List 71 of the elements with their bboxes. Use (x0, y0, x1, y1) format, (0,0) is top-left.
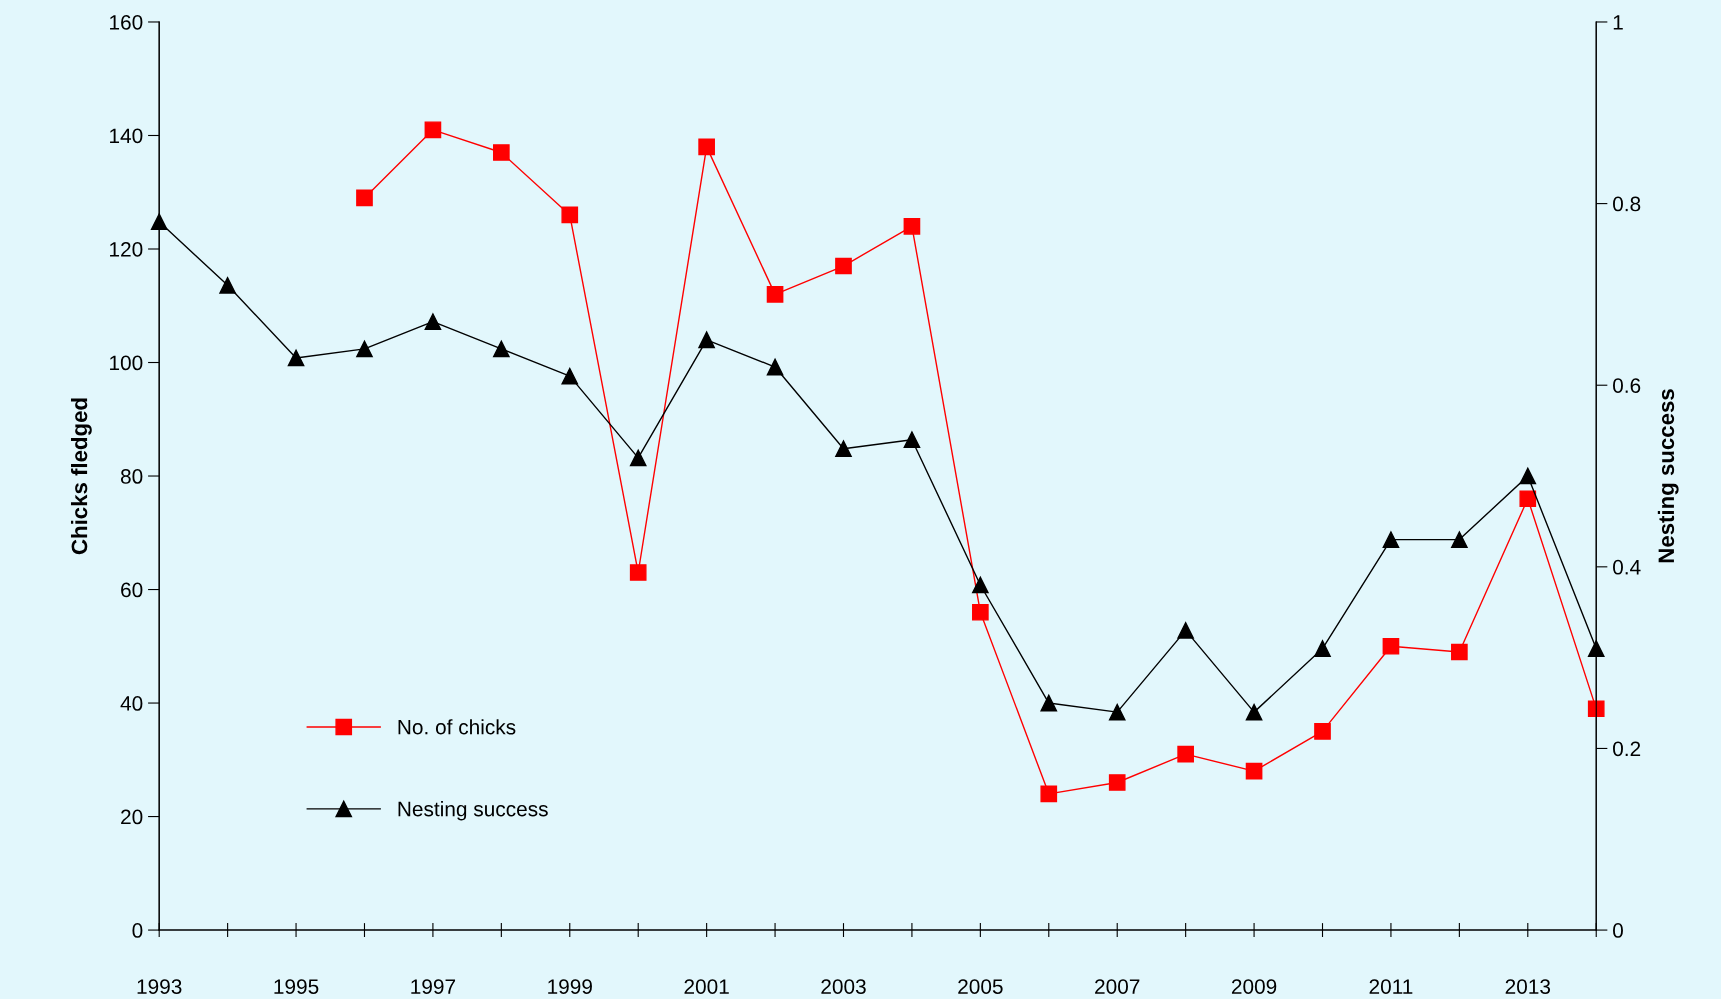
point (835, 440, 852, 458)
point (766, 286, 784, 303)
point (1382, 531, 1400, 548)
x-tick-label: 2003 (821, 979, 866, 994)
x-tick-label: 1997 (411, 979, 456, 994)
y-tick-label: 160 (110, 14, 143, 30)
point (903, 431, 921, 449)
y-tick-label: 140 (110, 128, 143, 144)
y-tick-label: 40 (120, 696, 143, 711)
y-axis-title: Chicks fledged (70, 398, 92, 555)
x-tick-label: 1999 (548, 979, 592, 994)
point (1040, 694, 1058, 712)
point (493, 340, 510, 358)
x-tick-label: 2007 (1095, 979, 1140, 994)
y2-tick-label: 0.4 (1613, 559, 1641, 575)
point (493, 144, 510, 161)
x-tick-label: 2001 (684, 979, 729, 994)
y2-tick-label: 0.6 (1613, 378, 1641, 393)
point (561, 367, 579, 385)
point (356, 189, 373, 207)
x-tick-label: 1993 (137, 979, 182, 994)
point (287, 349, 305, 367)
point (1245, 703, 1263, 721)
legend-label: Nesting success (398, 801, 548, 821)
point (1245, 762, 1263, 780)
y2-tick-label: 0.2 (1613, 741, 1641, 757)
legend-label: No. of chicks (398, 719, 516, 735)
y-tick-label: 0 (132, 923, 143, 938)
x-tick-label: 2005 (958, 979, 1003, 994)
point (972, 576, 989, 594)
point (424, 121, 442, 139)
point (356, 340, 373, 358)
x-tick-label: 2009 (1231, 979, 1277, 994)
point (629, 564, 647, 581)
y-tick-label: 60 (121, 582, 143, 598)
point (219, 276, 236, 294)
point (903, 217, 921, 235)
y2-axis-title: Nesting success (1657, 389, 1679, 563)
point (766, 358, 784, 376)
y2-tick-label: 0 (1613, 923, 1623, 938)
y-tick-label: 100 (110, 355, 143, 371)
x-tick-label: 2011 (1369, 979, 1413, 994)
point (1519, 490, 1537, 508)
point (1177, 745, 1194, 763)
point (1451, 531, 1468, 548)
point (424, 313, 442, 330)
y2-tick-label: 1 (1613, 15, 1623, 30)
x-tick-label: 1995 (274, 979, 319, 994)
point (1108, 774, 1126, 791)
y-tick-label: 80 (120, 469, 143, 484)
point (1519, 467, 1537, 485)
point (1314, 723, 1331, 740)
point (1382, 637, 1400, 655)
point (1108, 703, 1126, 721)
point (698, 138, 715, 156)
x-tick-label: 2013 (1505, 979, 1551, 994)
point (698, 331, 715, 349)
point (1587, 640, 1605, 657)
y2-tick-label: 0.8 (1613, 196, 1641, 212)
point (972, 603, 989, 621)
point (1040, 785, 1058, 803)
point (1587, 700, 1605, 718)
y-tick-label: 120 (110, 242, 143, 257)
point (1314, 640, 1331, 657)
y-tick-label: 20 (121, 809, 143, 825)
point (835, 257, 852, 275)
point (1177, 622, 1194, 639)
point (629, 449, 647, 467)
point (150, 213, 168, 231)
point (1451, 643, 1468, 661)
point (561, 206, 579, 224)
